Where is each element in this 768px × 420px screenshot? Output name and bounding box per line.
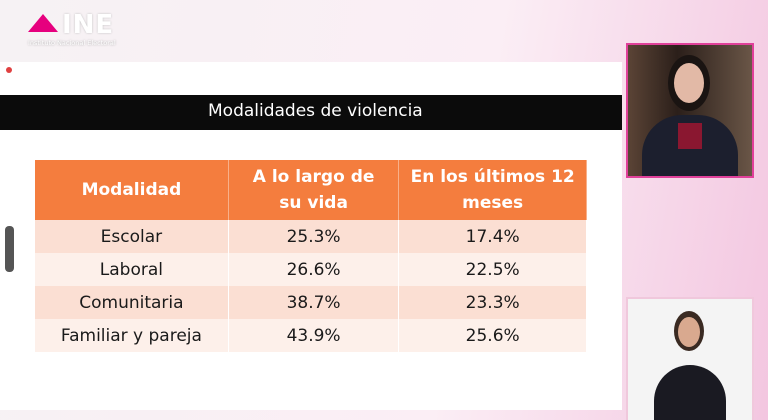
table-row: Familiar y pareja 43.9% 25.6% [35,319,587,352]
table-body: Escolar 25.3% 17.4% Laboral 26.6% 22.5% Comuni… [35,220,587,352]
side-toolbar[interactable] [5,226,14,272]
table-cell: 22.5% [398,253,587,286]
interpreter-face [678,317,700,347]
header-cell: Modalidad [35,160,229,220]
header-cell: A lo largo de su vida [228,160,400,220]
table-cell: Comunitaria [35,286,229,319]
speaker-face [674,63,704,103]
logo-mark [28,14,58,32]
interpreter-body [654,365,726,420]
table-row: Laboral 26.6% 22.5% [35,253,587,286]
table: Modalidad A lo largo de su vida En los últ… [35,160,587,352]
slide: Modalidades de violencia Modalidad A lo l… [0,62,622,410]
table-cell: 17.4% [398,220,587,253]
logo: INE Instituto Nacional Electoral [28,10,138,50]
table-cell: Laboral [35,253,229,286]
table-cell: 23.3% [398,286,587,319]
table-cell: 38.7% [228,286,400,319]
table-row: Escolar 25.3% 17.4% [35,220,587,253]
table-cell: Familiar y pareja [35,319,229,352]
logo-subtitle: Instituto Nacional Electoral [28,39,116,47]
table-cell: 25.6% [398,319,587,352]
title-bar: Modalidades de violencia [0,95,622,130]
speaker-scarf [678,123,702,149]
table-cell: 43.9% [228,319,400,352]
table-cell: 25.3% [228,220,400,253]
interpreter-video [626,297,754,420]
record-dot [6,67,12,73]
speaker-video [626,43,754,178]
logo-text: INE [62,10,115,40]
table-cell: 26.6% [228,253,400,286]
table-row: Comunitaria 38.7% 23.3% [35,286,587,319]
header-row: Modalidad A lo largo de su vida En los últ… [35,160,587,220]
header-cell: En los últimos 12 meses [398,160,587,220]
table-cell: Escolar [35,220,229,253]
slide-title: Modalidades de violencia [208,101,423,121]
